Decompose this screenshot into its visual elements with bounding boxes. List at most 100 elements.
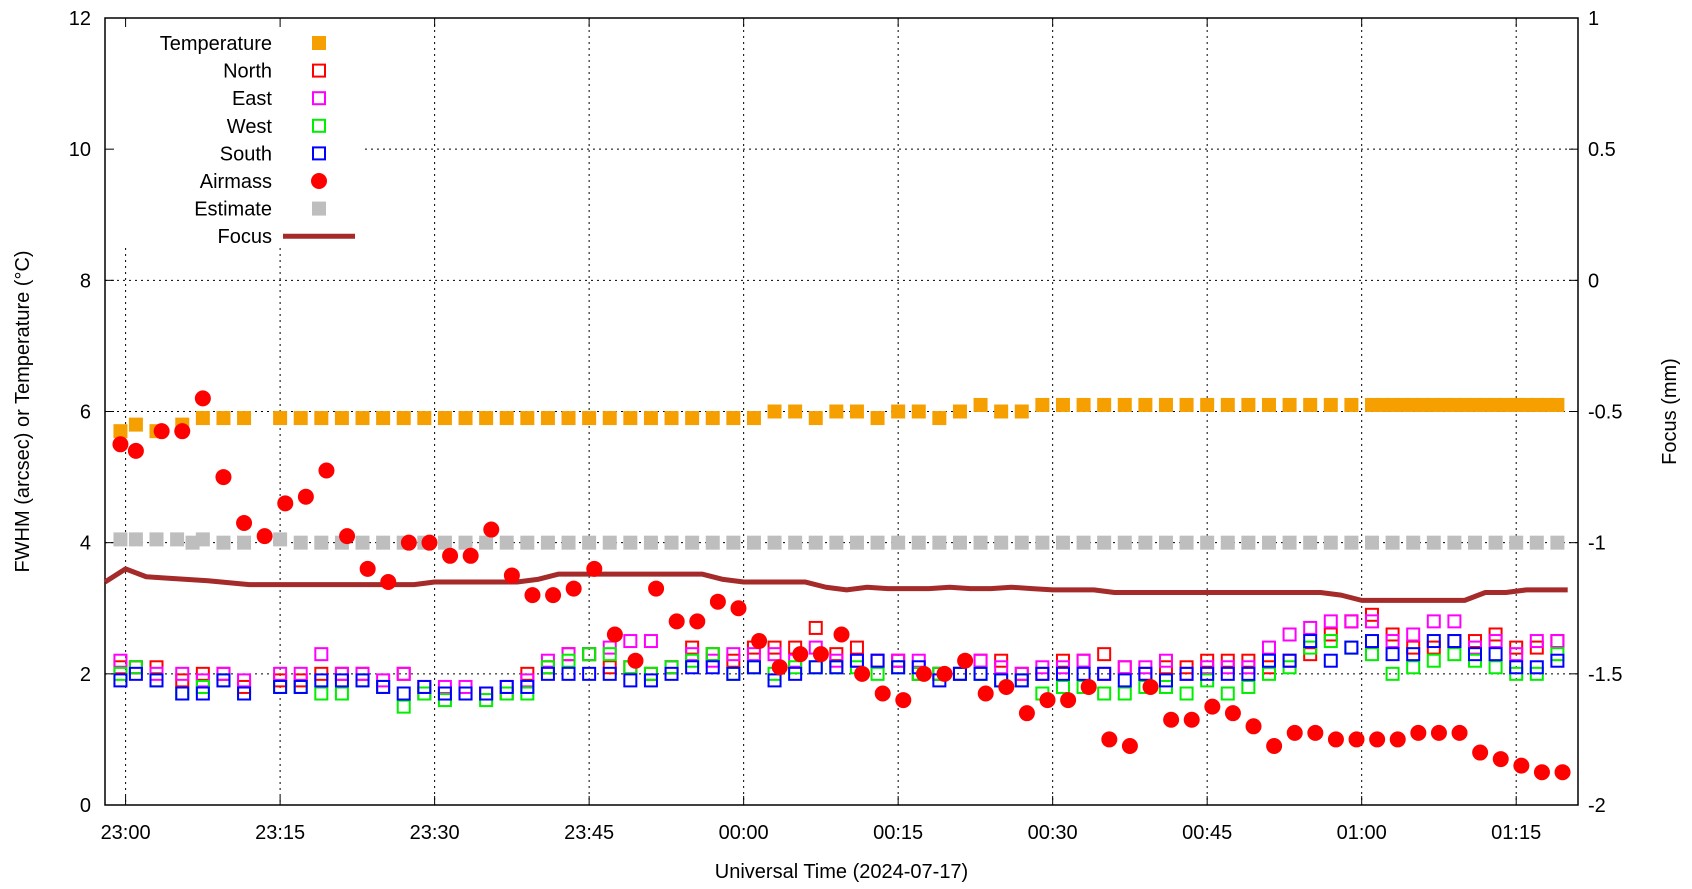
y2-axis-title: Focus (mm) <box>1659 358 1681 465</box>
temperature-point <box>314 411 329 426</box>
airmass-point <box>751 633 768 650</box>
west-point <box>870 666 885 681</box>
estimate-point <box>149 532 164 547</box>
airmass-point <box>215 469 232 486</box>
airmass-point <box>792 646 809 663</box>
east-point <box>870 653 885 668</box>
y-tick-label: 0 <box>80 795 91 817</box>
south-point <box>870 653 885 668</box>
airmass-point <box>1554 764 1571 781</box>
airmass-point <box>1369 731 1386 748</box>
south-point <box>195 686 210 701</box>
south-point <box>216 673 231 688</box>
south-point <box>891 660 906 675</box>
airmass-point <box>359 560 376 577</box>
airmass-point <box>483 521 500 538</box>
estimate-point <box>1529 535 1544 550</box>
estimate-point <box>1055 535 1070 550</box>
south-point <box>1467 647 1482 662</box>
temperature-point <box>1014 404 1029 419</box>
north-point <box>1117 660 1132 675</box>
south-point <box>1055 666 1070 681</box>
south-point <box>293 679 308 694</box>
south-point <box>623 673 638 688</box>
y2-tick-label: -0.5 <box>1588 402 1622 424</box>
airmass-point <box>648 580 665 597</box>
temperature-point <box>437 411 452 426</box>
south-point <box>1323 653 1338 668</box>
west-point <box>561 653 576 668</box>
legend-label-north: North <box>223 61 272 83</box>
legend-swatch-east <box>312 91 326 106</box>
estimate-point <box>932 535 947 550</box>
south-point <box>1200 666 1215 681</box>
south-point <box>417 679 432 694</box>
east-point <box>1344 614 1359 629</box>
south-point <box>334 673 349 688</box>
west-point <box>1220 686 1235 701</box>
north-point <box>1097 647 1112 662</box>
east-point <box>314 647 329 662</box>
south-point <box>1385 647 1400 662</box>
south-point <box>582 666 597 681</box>
estimate-point <box>973 535 988 550</box>
x-tick-label: 23:30 <box>410 822 460 844</box>
estimate-point <box>1364 535 1379 550</box>
temperature-point <box>726 411 741 426</box>
south-point <box>973 666 988 681</box>
east-point <box>293 666 308 681</box>
x-tick-label: 00:15 <box>873 822 923 844</box>
west-point <box>1426 653 1441 668</box>
temperature-point <box>458 411 473 426</box>
airmass-point <box>1080 678 1097 695</box>
estimate-point <box>237 535 252 550</box>
south-point <box>1303 634 1318 649</box>
airmass-point <box>400 534 417 551</box>
legend-swatch-south <box>312 146 326 161</box>
temperature-point <box>767 404 782 419</box>
y2-tick-label: -1.5 <box>1588 664 1622 686</box>
estimate-point <box>1097 535 1112 550</box>
south-point <box>829 660 844 675</box>
estimate-point <box>582 535 597 550</box>
airmass-point <box>462 547 479 564</box>
south-point <box>1035 666 1050 681</box>
temperature-point <box>113 424 128 439</box>
temperature-point <box>952 404 967 419</box>
temperature-point <box>1035 397 1050 412</box>
airmass-point <box>1307 724 1324 741</box>
east-point <box>175 666 190 681</box>
airmass-point <box>936 665 953 682</box>
airmass-point <box>545 587 562 604</box>
south-point <box>1406 647 1421 662</box>
west-point <box>396 699 411 714</box>
east-point <box>396 666 411 681</box>
x-tick-label: 01:15 <box>1491 822 1541 844</box>
y2-tick-label: 1 <box>1588 8 1599 30</box>
east-point <box>726 647 741 662</box>
estimate-point <box>911 535 926 550</box>
estimate-point <box>1076 535 1091 550</box>
temperature-point <box>237 411 252 426</box>
estimate-point <box>1509 535 1524 550</box>
south-point <box>705 660 720 675</box>
west-point <box>808 660 823 675</box>
x-tick-label: 00:45 <box>1182 822 1232 844</box>
airmass-point <box>112 436 129 453</box>
west-point <box>1097 686 1112 701</box>
temperature-point <box>1200 397 1215 412</box>
east-point <box>767 647 782 662</box>
estimate-point <box>1467 535 1482 550</box>
temperature-point <box>520 411 535 426</box>
south-point <box>1488 647 1503 662</box>
temperature-point <box>582 411 597 426</box>
temperature-point <box>1241 397 1256 412</box>
east-point <box>623 634 638 649</box>
south-point <box>643 673 658 688</box>
y2-tick-label: -2 <box>1588 795 1606 817</box>
east-point <box>994 660 1009 675</box>
estimate-point <box>1261 535 1276 550</box>
west-point <box>334 686 349 701</box>
north-point <box>808 620 823 635</box>
